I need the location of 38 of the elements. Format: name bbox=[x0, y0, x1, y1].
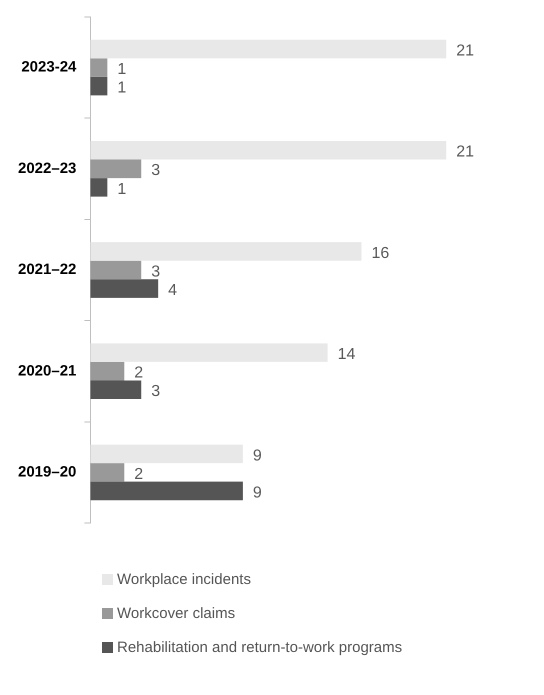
data-label: 16 bbox=[372, 244, 390, 262]
data-label: 9 bbox=[252, 447, 262, 464]
data-label: 4 bbox=[168, 282, 178, 299]
y-tick-label: 2021–22 bbox=[18, 261, 76, 278]
bar bbox=[90, 362, 124, 380]
data-label: 2 bbox=[134, 466, 144, 483]
data-label: 9 bbox=[252, 484, 262, 502]
y-tick-label: 2020–21 bbox=[18, 362, 76, 380]
data-label: 1 bbox=[117, 180, 126, 198]
y-tick-label: 2023-24 bbox=[21, 58, 78, 76]
data-label: 14 bbox=[338, 346, 356, 364]
bar bbox=[90, 444, 243, 464]
bar bbox=[90, 343, 328, 362]
bar bbox=[90, 160, 142, 178]
legend-label: Workplace incidents bbox=[117, 570, 251, 588]
y-tick-label: 2019–20 bbox=[18, 464, 76, 481]
data-label: 1 bbox=[117, 80, 126, 97]
data-label: 21 bbox=[456, 144, 474, 161]
bar bbox=[90, 279, 158, 298]
data-label: 21 bbox=[456, 42, 474, 60]
data-label: 3 bbox=[151, 383, 160, 400]
legend-label: Rehabilitation and return-to-work programs bbox=[117, 638, 402, 656]
legend-label: Workcover claims bbox=[117, 604, 236, 622]
y-tick-label: 2022–23 bbox=[18, 160, 76, 177]
data-label: 1 bbox=[117, 61, 126, 78]
bar bbox=[90, 58, 108, 77]
data-label: 3 bbox=[151, 162, 160, 180]
bar bbox=[90, 380, 142, 400]
data-label: 3 bbox=[151, 263, 160, 280]
bar bbox=[90, 140, 446, 160]
bar bbox=[90, 463, 124, 482]
data-label: 2 bbox=[134, 364, 144, 382]
bar bbox=[90, 260, 142, 280]
bar bbox=[90, 242, 362, 261]
bar bbox=[90, 40, 446, 58]
bar bbox=[90, 76, 108, 96]
bar bbox=[90, 482, 243, 500]
bar bbox=[90, 178, 108, 197]
